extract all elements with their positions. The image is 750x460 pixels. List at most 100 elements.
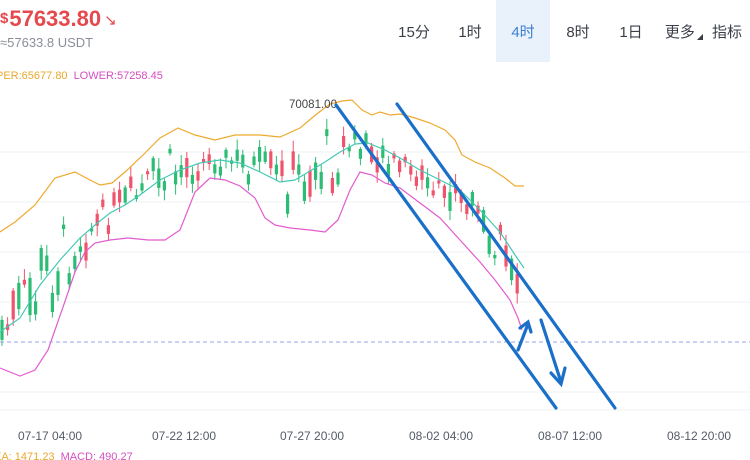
tab-8h[interactable]: 8时: [550, 0, 606, 62]
boll-lower-value: LOWER:57258.45: [73, 70, 163, 82]
price-header: $57633.80 ↘ ≈57633.8 USDT: [0, 6, 117, 51]
candle-body: [50, 292, 54, 312]
candle-body: [123, 187, 127, 203]
candle-body: [442, 185, 446, 198]
candle-body: [78, 246, 82, 252]
candle-body: [498, 224, 502, 235]
channel-lower-line[interactable]: [334, 103, 558, 410]
candle-body: [319, 171, 323, 189]
up-arrow-shaft[interactable]: [516, 322, 530, 352]
candle-body: [146, 171, 150, 175]
candle-body: [106, 225, 110, 234]
candle-body: [353, 132, 357, 140]
up-arrow-head[interactable]: [518, 319, 533, 334]
candle-body: [168, 148, 172, 154]
candle-body: [454, 184, 458, 194]
x-tick-label: 07-22 12:00: [152, 429, 216, 443]
x-tick-label: 07-27 20:00: [280, 429, 344, 443]
candle-body: [392, 153, 396, 159]
candle-body: [11, 290, 15, 320]
candle-body: [39, 248, 43, 271]
candle-body: [426, 177, 430, 189]
candle-body: [235, 149, 239, 161]
tab-more[interactable]: 更多 ◢: [656, 0, 712, 62]
candle-body: [190, 174, 194, 184]
candle-body: [308, 170, 312, 197]
candle-body: [73, 255, 77, 269]
candle-body: [22, 279, 26, 285]
tab-label: 4时: [511, 23, 535, 41]
candle-body: [291, 151, 295, 170]
tab-4h[interactable]: 4时: [496, 0, 550, 62]
boll-upper-value: PER:65677.80: [0, 70, 68, 82]
candle-body: [118, 189, 122, 203]
candle-body: [459, 192, 463, 203]
tab-15m[interactable]: 15分: [384, 0, 444, 62]
candle-body: [403, 156, 407, 163]
candle-body: [62, 224, 66, 229]
x-axis: 07-17 04:00 07-22 12:00 07-27 20:00 08-0…: [18, 429, 731, 443]
candle-body: [179, 165, 183, 178]
converted-price: ≈57633.8 USDT: [0, 35, 94, 50]
candle-body: [56, 271, 60, 295]
tab-1h[interactable]: 1时: [444, 0, 496, 62]
candle-body: [302, 181, 306, 201]
macd-value: MACD: 490.27: [60, 451, 133, 460]
candle-body: [151, 158, 155, 172]
timeframe-tabs: 15分 1时 4时 8时 1日 更多 ◢ 指标: [384, 0, 750, 62]
trend-channel-drawing[interactable]: [334, 102, 617, 410]
candle-body: [470, 192, 474, 206]
candle-body: [95, 213, 99, 226]
candle-body: [263, 151, 267, 162]
down-arrow-shaft[interactable]: [539, 318, 563, 384]
candle-body: [330, 178, 334, 194]
candle-body: [112, 192, 116, 206]
candle-body: [90, 228, 94, 232]
candle-body: [364, 133, 368, 145]
price-value: 57633.80: [9, 6, 102, 31]
candle-body: [431, 190, 435, 196]
candle-body: [476, 205, 480, 214]
candle-body: [375, 157, 379, 173]
candlesticks: [0, 118, 519, 346]
candle-body: [140, 183, 144, 191]
candle-body: [101, 199, 105, 208]
candle-body: [420, 165, 424, 180]
x-tick-label: 08-07 12:00: [538, 429, 602, 443]
candle-body: [196, 171, 200, 181]
tab-label: 15分: [398, 23, 430, 41]
down-arrow-head[interactable]: [549, 366, 567, 388]
candle-body: [510, 258, 514, 281]
candle-body: [174, 171, 178, 185]
tab-label: 1日: [619, 23, 643, 41]
candle-body: [258, 147, 262, 162]
boll-legend: PER:65677.80 LOWER:57258.45: [0, 70, 163, 82]
tab-label: 1时: [458, 23, 482, 41]
tab-indicators[interactable]: 指标: [712, 0, 750, 62]
caret-down-icon: ◢: [696, 31, 704, 41]
grid-lines: [0, 151, 750, 411]
candle-body: [213, 164, 217, 174]
candle-body: [314, 162, 318, 180]
candle-body: [67, 273, 71, 285]
candle-body: [448, 192, 452, 211]
x-tick-label: 08-02 04:00: [409, 429, 473, 443]
candle-body: [409, 166, 413, 175]
candle-body: [34, 301, 38, 315]
candle-body: [515, 273, 519, 294]
candle-body: [202, 159, 206, 163]
channel-upper-line[interactable]: [395, 102, 617, 410]
candle-body: [325, 129, 329, 137]
boll-middle-band: [0, 142, 525, 333]
tab-1d[interactable]: 1日: [606, 0, 656, 62]
x-tick-label: 07-17 04:00: [18, 429, 82, 443]
candle-body: [381, 145, 385, 158]
candle-body: [218, 166, 222, 176]
candle-body: [224, 149, 228, 158]
candle-body: [252, 156, 256, 165]
candle-body: [45, 255, 49, 271]
tab-label: 8时: [566, 23, 590, 41]
candle-body: [493, 255, 497, 259]
candle-body: [269, 151, 273, 169]
